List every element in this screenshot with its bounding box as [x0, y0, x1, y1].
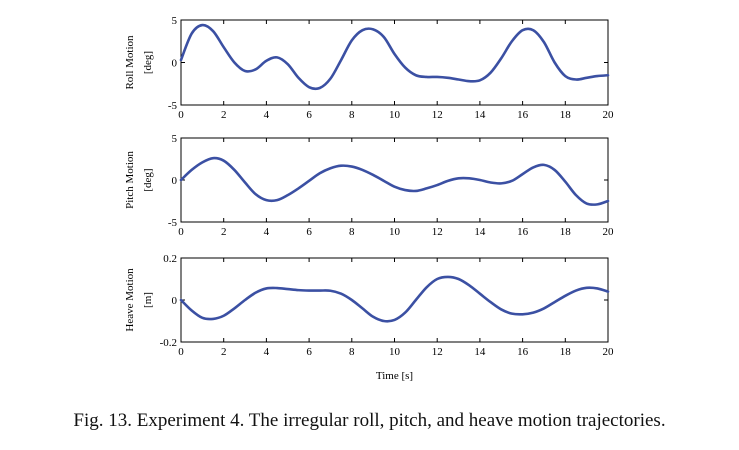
- x-tick-label: 0: [178, 346, 184, 358]
- x-tick-label: 20: [603, 346, 615, 358]
- y-axis-label: Pitch Motion: [124, 151, 136, 209]
- y-axis-unit-label: [m]: [142, 292, 154, 308]
- y-tick-label: 0: [172, 295, 178, 307]
- x-tick-label: 6: [306, 109, 312, 121]
- plot-frame: [180, 137, 609, 223]
- x-tick-label: 12: [432, 346, 443, 358]
- x-tick-label: 6: [306, 226, 312, 238]
- series-line: [179, 275, 610, 323]
- x-tick-label: 4: [264, 346, 270, 358]
- x-axis-label: Time [s]: [376, 370, 413, 382]
- y-axis-label: Heave Motion: [124, 268, 136, 332]
- x-tick-label: 14: [474, 346, 486, 358]
- x-tick-label: 16: [517, 346, 529, 358]
- y-axis-unit-label: [deg]: [142, 51, 154, 74]
- y-tick-label: 5: [172, 15, 178, 27]
- x-tick-label: 2: [221, 226, 227, 238]
- y-tick-label: 0.2: [163, 253, 177, 265]
- x-tick-label: 8: [349, 346, 355, 358]
- x-tick-label: 10: [389, 226, 401, 238]
- x-tick-label: 18: [560, 109, 572, 121]
- series-line: [179, 23, 610, 91]
- y-axis-unit-label: [deg]: [142, 168, 154, 191]
- x-tick-label: 16: [517, 109, 529, 121]
- x-tick-label: 2: [221, 346, 227, 358]
- x-tick-label: 0: [178, 109, 184, 121]
- x-tick-label: 2: [221, 109, 227, 121]
- x-tick-label: 10: [389, 109, 401, 121]
- x-tick-label: 20: [603, 109, 615, 121]
- x-tick-label: 14: [474, 226, 486, 238]
- y-tick-label: 0: [172, 175, 178, 187]
- x-tick-label: 4: [264, 109, 270, 121]
- x-tick-label: 20: [603, 226, 615, 238]
- x-tick-label: 12: [432, 226, 443, 238]
- figure-caption: Fig. 13. Experiment 4. The irregular rol…: [73, 410, 666, 431]
- y-tick-label: -5: [168, 217, 178, 229]
- x-tick-label: 18: [560, 346, 572, 358]
- y-tick-label: -5: [168, 100, 178, 112]
- x-tick-label: 6: [306, 346, 312, 358]
- y-tick-label: 5: [172, 133, 178, 145]
- x-tick-label: 12: [432, 109, 443, 121]
- x-tick-label: 4: [264, 226, 270, 238]
- x-tick-label: 16: [517, 226, 529, 238]
- y-tick-label: -0.2: [160, 337, 177, 349]
- y-tick-label: 0: [172, 58, 178, 70]
- x-tick-label: 18: [560, 226, 572, 238]
- y-axis-label: Roll Motion: [124, 35, 136, 90]
- x-tick-label: 14: [474, 109, 486, 121]
- x-tick-label: 0: [178, 226, 184, 238]
- plot-frame: [180, 19, 609, 106]
- x-tick-label: 10: [389, 346, 401, 358]
- x-tick-label: 8: [349, 109, 355, 121]
- x-tick-label: 8: [349, 226, 355, 238]
- series-line: [179, 156, 610, 206]
